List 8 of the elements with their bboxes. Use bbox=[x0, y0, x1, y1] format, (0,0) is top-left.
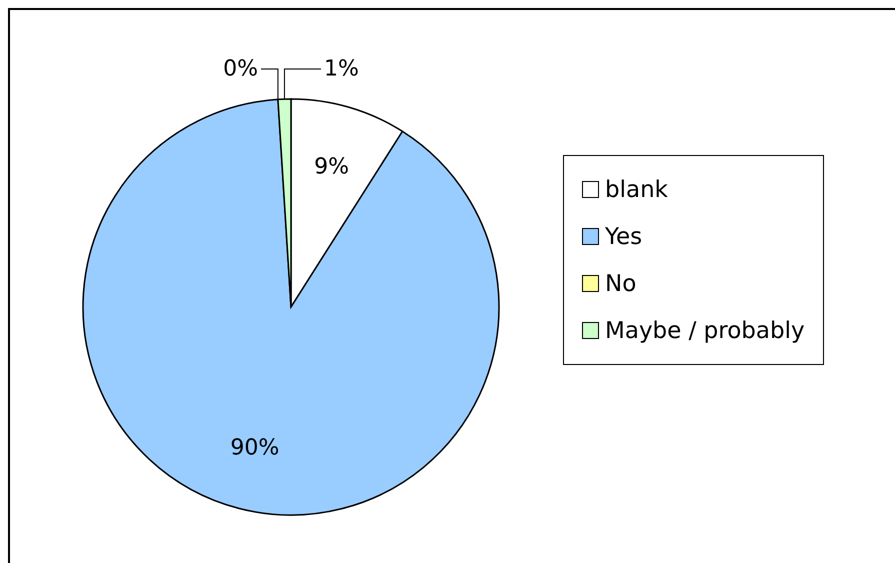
legend-label: Yes bbox=[605, 224, 642, 250]
legend-label: blank bbox=[605, 176, 668, 202]
data-label: 90% bbox=[230, 436, 280, 461]
data-label: 9% bbox=[314, 154, 350, 180]
legend-label: Maybe / probably bbox=[605, 318, 805, 344]
legend-label: No bbox=[605, 270, 636, 296]
data-label: 1% bbox=[324, 56, 359, 82]
text: 0% bbox=[223, 56, 258, 82]
